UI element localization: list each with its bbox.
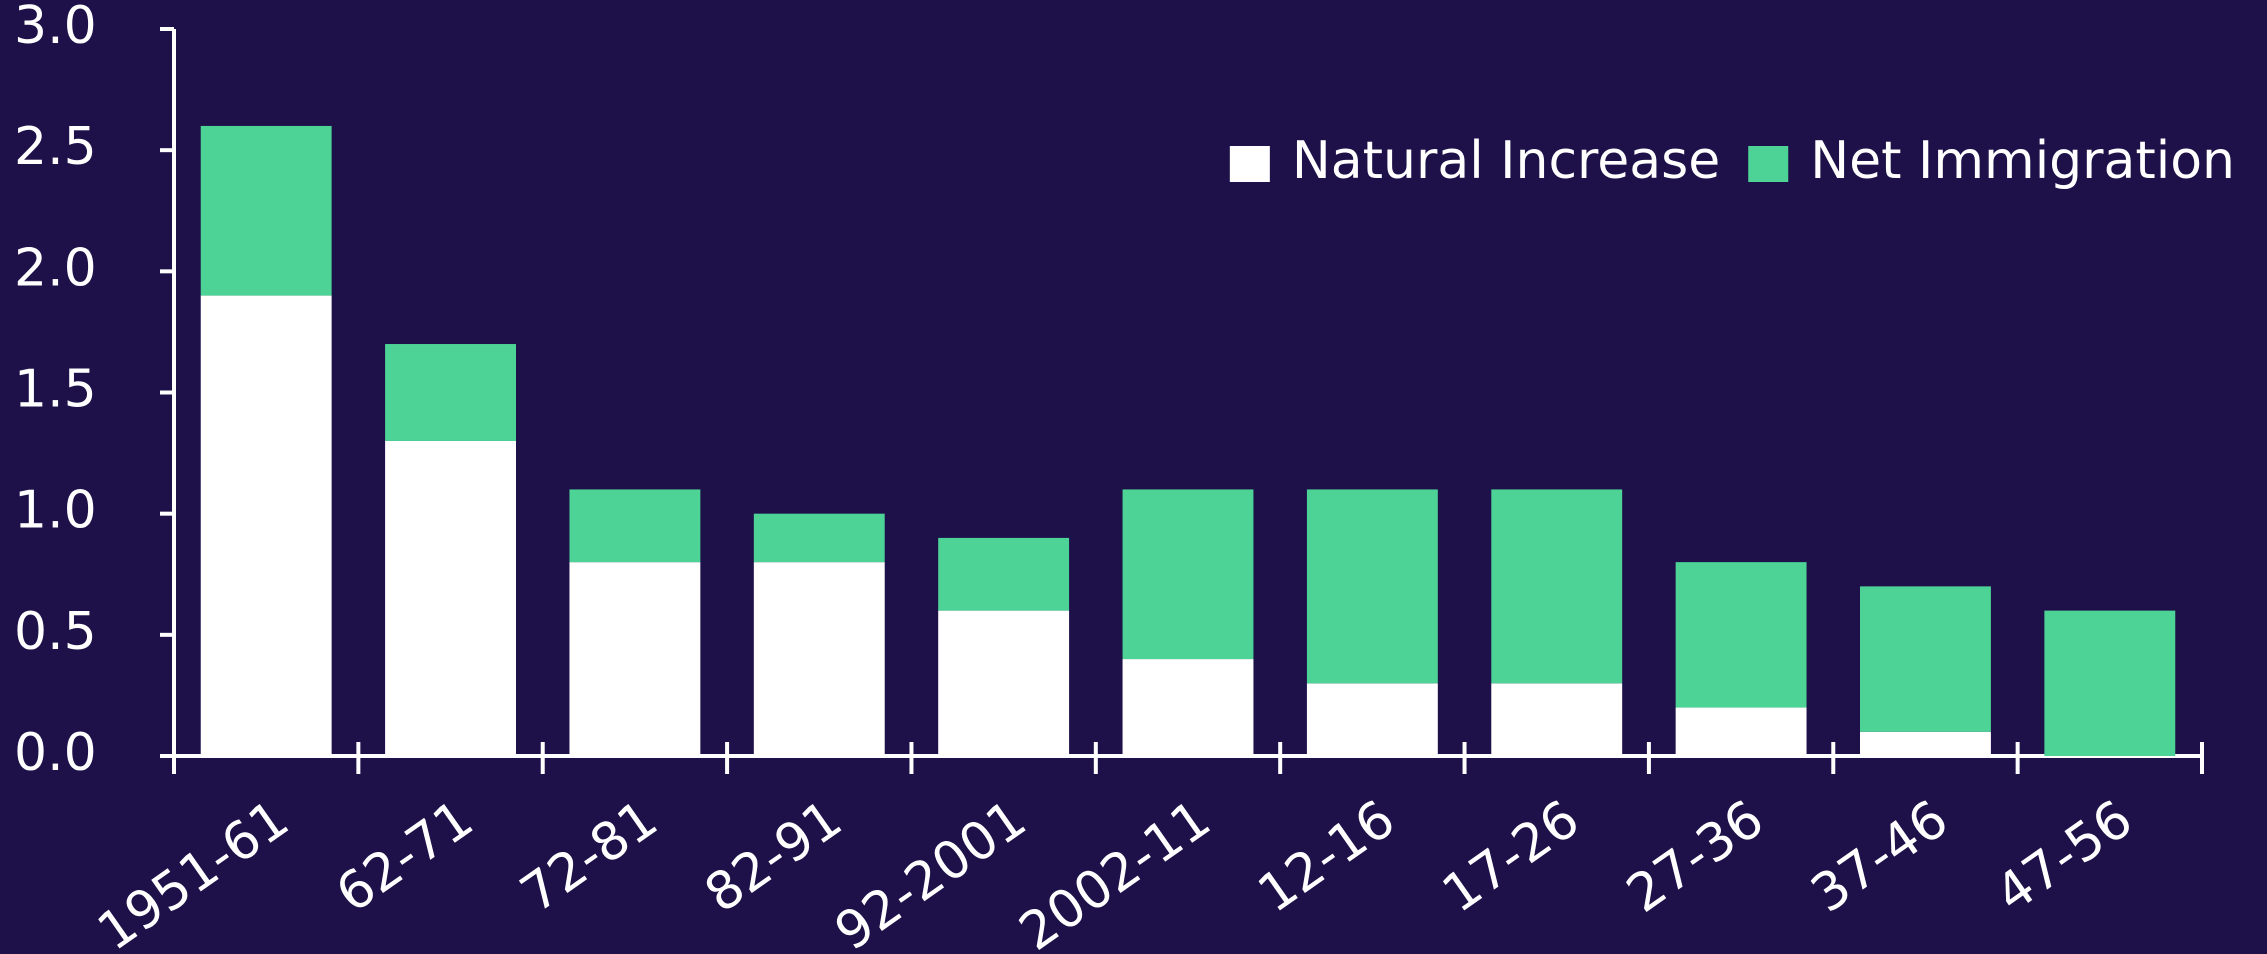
x-tick-label: 82-91 [695,789,853,925]
x-tick-label: 12-16 [1248,789,1406,925]
y-tick-label: 0.5 [14,602,97,662]
y-tick-label: 2.5 [14,117,97,177]
bar-segment [2044,610,2176,756]
bar-segment [569,562,701,756]
legend-swatch [1229,146,1270,182]
bar-segment [1306,489,1438,684]
bar-segment [385,344,516,441]
bar-segment [200,125,332,296]
bar-segment [1860,586,1991,732]
bar-segment [1675,562,1807,708]
bar-segment [1491,683,1623,756]
bar-segment [385,440,516,756]
x-tick-label: 47-56 [1985,789,2143,925]
bar-segment [1860,731,1991,756]
bar-segment [1122,489,1254,660]
legend-label: Natural Increase [1292,131,1720,191]
x-tick-label: 62-71 [326,789,484,925]
bar-segment [1306,683,1438,756]
y-tick-label: 2.0 [14,238,97,298]
bar-segment [753,513,885,563]
legend-swatch [1748,146,1789,182]
y-tick-label: 1.5 [14,360,97,420]
x-tick-label: 72-81 [510,789,668,925]
x-tick-label: 92-2001 [825,789,1037,954]
y-tick-label: 0.0 [14,723,97,783]
y-tick-label: 1.0 [14,481,97,541]
bar-segment [753,562,885,756]
bar-segment [1491,489,1623,684]
legend-label: Net Immigration [1810,131,2235,191]
bar-segment [938,610,1070,756]
x-tick-label: 1951-61 [87,789,299,954]
x-tick-label: 27-36 [1616,789,1774,925]
bar-segment [938,537,1070,611]
bar-segment [200,295,332,756]
x-tick-label: 17-26 [1432,789,1590,925]
x-tick-label: 37-46 [1801,789,1959,925]
bar-segment [569,489,701,563]
y-tick-label: 3.0 [14,0,97,56]
bar-segment [1675,707,1807,756]
bar-segment [1122,659,1254,756]
x-tick-label: 2002-11 [1009,789,1221,954]
